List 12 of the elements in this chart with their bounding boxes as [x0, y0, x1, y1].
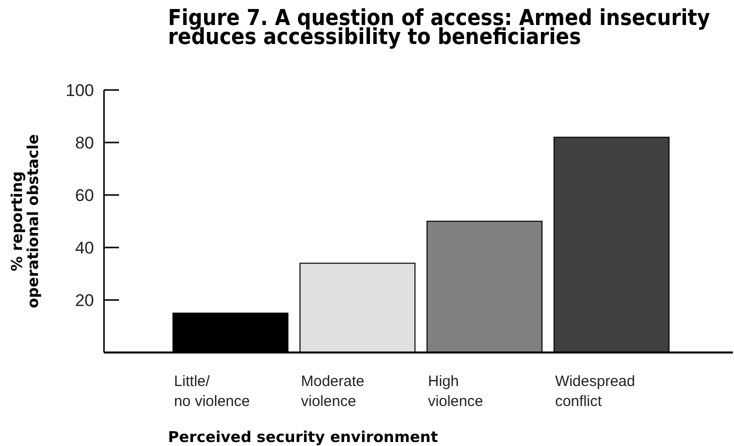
x-tick-label: Little/ no violence [174, 373, 250, 410]
x-tick-label: Moderate violence [301, 373, 364, 410]
y-axis-title: % reporting operational obstacle [8, 134, 42, 308]
y-tick-label: 100 [66, 80, 94, 100]
y-tick-label: 20 [75, 290, 94, 310]
y-tick-label: 60 [75, 186, 94, 205]
chart-title: Figure 7. A question of access: Armed insecurity reduces accessibility to beneficiaries [168, 6, 710, 50]
x-tick-label: High violence [428, 373, 484, 410]
x-tick-label: Widespread conflict [555, 373, 636, 410]
y-tick-label: 40 [75, 238, 94, 258]
y-tick-label: 80 [75, 133, 94, 152]
x-axis-title: Perceived security environment [168, 428, 438, 446]
